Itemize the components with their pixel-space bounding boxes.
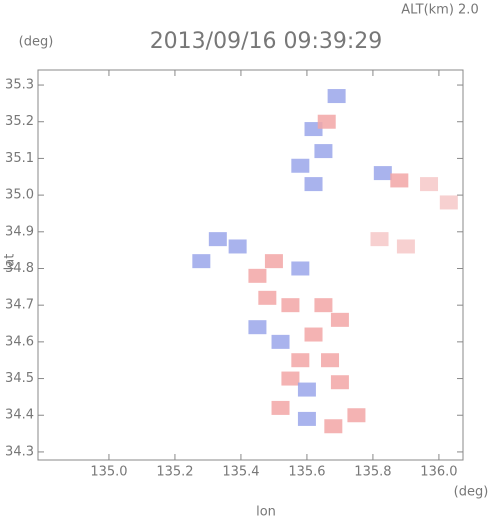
echo-cell	[314, 144, 333, 159]
y-tick-label: 34.9	[5, 224, 34, 239]
echo-cell	[324, 419, 343, 434]
echo-cell	[314, 298, 333, 313]
echo-cell	[192, 254, 211, 269]
echo-cell	[281, 371, 300, 386]
echo-cell	[297, 382, 316, 397]
echo-cell	[420, 177, 439, 192]
echo-cell	[271, 334, 290, 349]
echo-cell	[396, 239, 415, 254]
echo-cell	[228, 239, 247, 254]
echo-cell	[347, 408, 366, 423]
echo-cell	[321, 353, 340, 368]
y-tick-label: 35.1	[5, 151, 34, 166]
y-tick-label: 34.4	[5, 408, 34, 423]
y-axis-label: lat	[3, 254, 18, 271]
y-tick-label: 35.3	[5, 78, 34, 93]
echo-cell	[304, 327, 323, 342]
echo-cell	[330, 312, 349, 327]
plot-frame	[37, 69, 464, 461]
y-tick-label: 34.8	[5, 261, 34, 276]
echo-cell	[327, 89, 346, 104]
y-tick-label: 35.0	[5, 188, 34, 203]
echo-cell	[317, 114, 336, 129]
echo-cell	[281, 298, 300, 313]
echo-cell	[264, 254, 283, 269]
y-tick-label: 34.3	[5, 444, 34, 459]
x-tick-label: 135.8	[354, 465, 391, 480]
y-tick-label: 34.5	[5, 371, 34, 386]
chart-title: 2013/09/16 09:39:29	[150, 29, 383, 54]
echo-cell	[390, 173, 409, 188]
echo-cell	[304, 177, 323, 192]
echo-cell	[291, 261, 310, 276]
y-tick-label: 35.2	[5, 114, 34, 129]
x-tick-label: 136.0	[420, 465, 457, 480]
echo-cell	[271, 400, 290, 415]
echo-cell	[439, 195, 458, 210]
echo-cell	[370, 232, 389, 247]
echo-cell	[258, 290, 277, 305]
x-unit: (deg)	[454, 485, 489, 500]
y-tick-label: 34.6	[5, 334, 34, 349]
echo-cell	[297, 411, 316, 426]
x-tick-label: 135.2	[156, 465, 193, 480]
x-tick-label: 135.6	[288, 465, 325, 480]
echo-cell	[330, 375, 349, 390]
echo-cell	[291, 353, 310, 368]
x-tick-label: 135.4	[222, 465, 259, 480]
altitude-label: ALT(km) 2.0	[401, 3, 478, 18]
y-tick-label: 34.7	[5, 298, 34, 313]
x-axis-label: lon	[256, 505, 276, 520]
echo-cell	[248, 320, 267, 335]
echo-cell	[373, 166, 392, 181]
x-tick-label: 135.0	[90, 465, 127, 480]
echo-cell	[291, 158, 310, 173]
y-unit: (deg)	[19, 35, 54, 50]
echo-cell	[208, 232, 227, 247]
echo-cell	[248, 268, 267, 283]
